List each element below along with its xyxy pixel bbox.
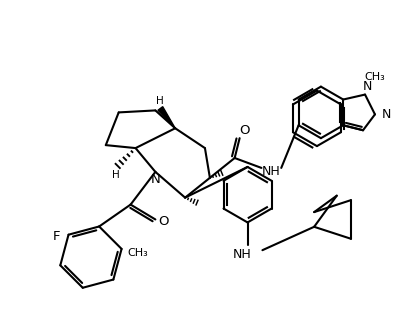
- Text: N: N: [382, 108, 392, 121]
- Polygon shape: [158, 107, 175, 128]
- Text: O: O: [239, 124, 250, 137]
- Text: CH₃: CH₃: [365, 72, 385, 82]
- Text: H: H: [112, 170, 120, 180]
- Text: H: H: [156, 95, 164, 106]
- Text: CH₃: CH₃: [127, 248, 148, 258]
- Text: O: O: [158, 215, 169, 228]
- Text: NH: NH: [262, 165, 281, 178]
- Text: NH: NH: [233, 248, 252, 261]
- Text: N: N: [362, 80, 372, 93]
- Text: F: F: [53, 230, 60, 243]
- Text: N: N: [150, 173, 160, 186]
